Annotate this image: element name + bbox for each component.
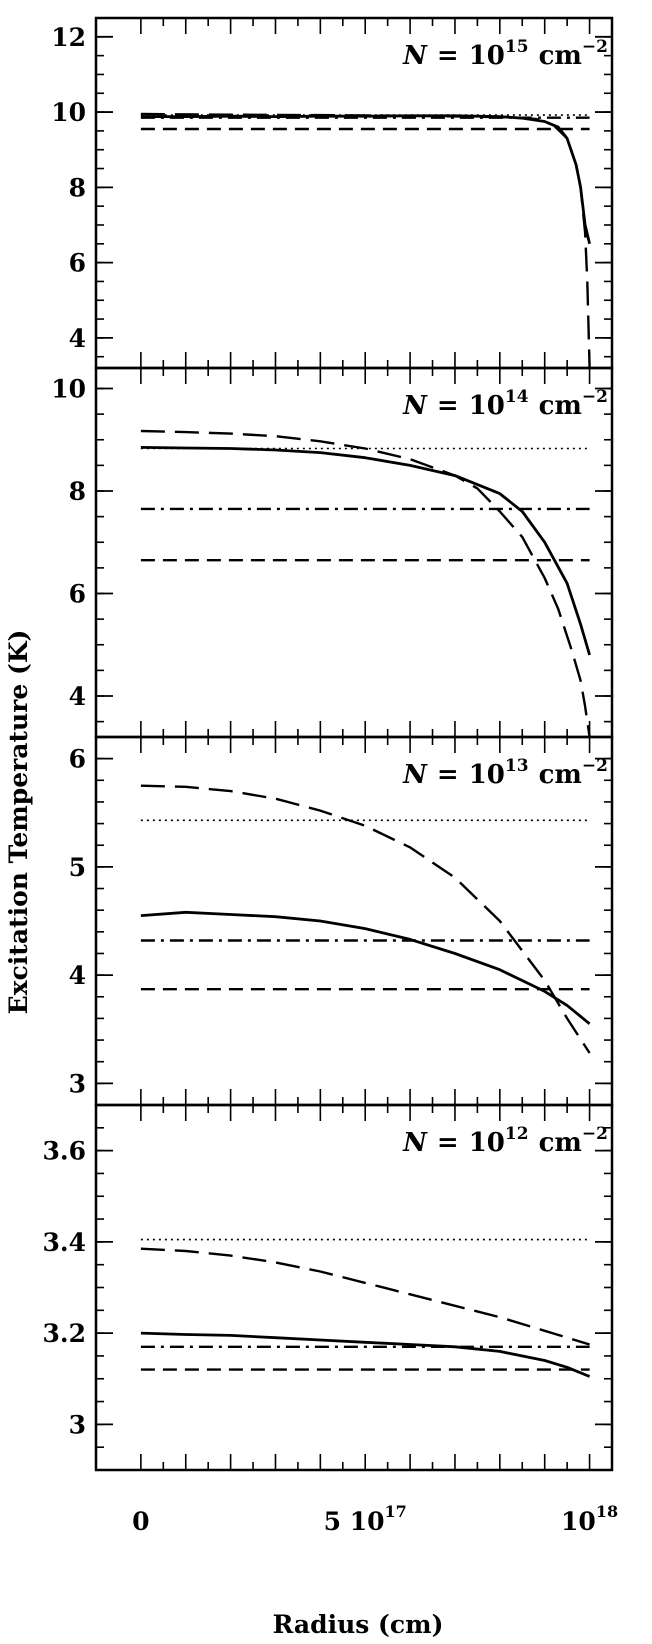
panel-label-unit: cm xyxy=(539,41,582,71)
series-solid xyxy=(140,114,591,245)
series-long-dash xyxy=(140,112,591,369)
x-tick-label: 1018 xyxy=(561,1502,618,1536)
panel-frame xyxy=(94,735,614,1107)
y-tick-label: 10 xyxy=(51,98,86,127)
panel-label-unit: cm xyxy=(539,1128,582,1158)
y-tick-label: 3.4 xyxy=(43,1228,87,1257)
panel-label-unit-exponent: −2 xyxy=(582,756,608,776)
series-long-dash xyxy=(140,1247,590,1346)
panel-frame xyxy=(94,16,614,370)
x-tick-label-exponent: 17 xyxy=(385,1502,407,1521)
panel-label-exponent: 13 xyxy=(505,756,529,776)
series-solid xyxy=(140,910,591,1025)
panel-label: N = 1013 cm−2 xyxy=(402,756,608,790)
y-tick-label: 4 xyxy=(69,961,86,990)
x-tick-label-text: 5 10 xyxy=(324,1507,385,1536)
panel-label-base: 10 xyxy=(469,391,505,421)
panel-label-unit-exponent: −2 xyxy=(582,387,608,407)
panel-label-unit-exponent: −2 xyxy=(582,1124,608,1144)
panel-label-unit: cm xyxy=(539,760,582,790)
series-solid xyxy=(140,1331,591,1378)
y-tick-label: 8 xyxy=(69,173,86,202)
x-tick-label-exponent: 18 xyxy=(596,1502,618,1521)
panel-label-equals: = xyxy=(437,391,459,421)
panel-frame xyxy=(94,1103,614,1472)
y-tick-label: 10 xyxy=(51,375,86,404)
panel-label-exponent: 14 xyxy=(505,387,529,407)
panel-label: N = 1015 cm−2 xyxy=(402,37,608,71)
y-tick-label: 6 xyxy=(69,580,86,609)
panel-label-prefix: N xyxy=(402,41,428,71)
series-solid xyxy=(140,446,591,656)
y-tick-label: 5 xyxy=(69,853,86,882)
y-tick-label: 3.2 xyxy=(43,1319,87,1348)
y-tick-label: 3.6 xyxy=(43,1137,87,1166)
panel-label: N = 1012 cm−2 xyxy=(402,1124,608,1158)
x-tick-label-text: 0 xyxy=(132,1507,149,1536)
panel-label-exponent: 15 xyxy=(505,37,529,57)
panel-frame xyxy=(94,366,614,739)
x-tick-label: 0 xyxy=(132,1507,149,1536)
panel-label-base: 10 xyxy=(469,1128,505,1158)
panel-label-prefix: N xyxy=(402,760,428,790)
panel-label-base: 10 xyxy=(469,41,505,71)
panel-label-unit: cm xyxy=(539,391,582,421)
panel-label-equals: = xyxy=(437,1128,459,1158)
panel-label-prefix: N xyxy=(402,391,428,421)
y-axis-title: Excitation Temperature (K) xyxy=(4,630,33,1015)
panel-label-equals: = xyxy=(437,41,459,71)
panel-label-prefix: N xyxy=(402,1128,428,1158)
panel-label-base: 10 xyxy=(469,760,505,790)
y-tick-label: 3 xyxy=(69,1069,86,1098)
y-tick-label: 8 xyxy=(69,477,86,506)
panel-4: 3 3.2 3.4 3.6 N = 1012 cm−2 xyxy=(43,1103,614,1472)
y-tick-label: 12 xyxy=(51,23,86,52)
panel-label-exponent: 12 xyxy=(505,1124,529,1144)
series-long-dash xyxy=(140,784,591,1054)
panel-label: N = 1014 cm−2 xyxy=(402,387,608,421)
panel-label-equals: = xyxy=(437,760,459,790)
x-tick-label-text: 10 xyxy=(561,1507,596,1536)
y-tick-label: 3 xyxy=(69,1410,86,1439)
y-tick-label: 4 xyxy=(69,324,86,353)
panel-label-unit-exponent: −2 xyxy=(582,37,608,57)
y-tick-label: 6 xyxy=(69,745,86,774)
y-tick-label: 6 xyxy=(69,249,86,278)
series-long-dash xyxy=(140,429,591,738)
panel-3: 3 4 5 6 N = 1013 cm−2 xyxy=(69,735,614,1107)
y-tick-label: 4 xyxy=(69,682,86,711)
x-tick-label: 5 1017 xyxy=(324,1502,407,1536)
x-axis-title: Radius (cm) xyxy=(273,1610,444,1639)
